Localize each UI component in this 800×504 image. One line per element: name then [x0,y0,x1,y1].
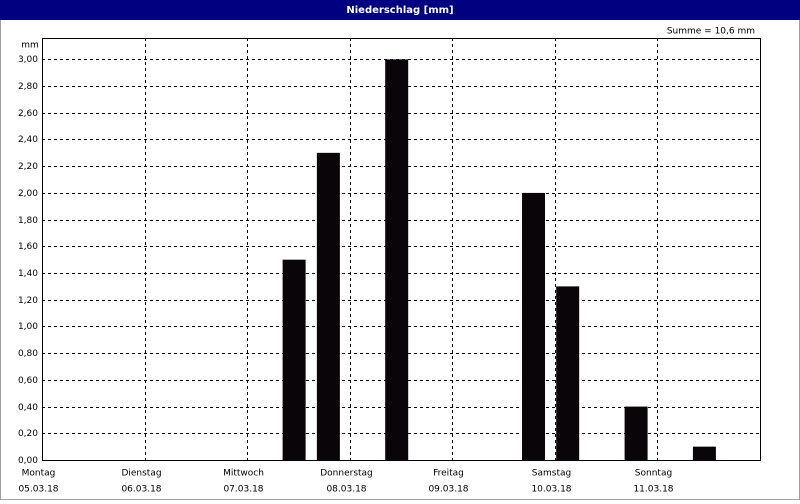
y-tick-label: 2,20 [18,162,38,172]
annotation: Summe = 10,6 mm [667,27,755,37]
x-tick-date: 06.03.18 [121,485,161,495]
y-tick-label: 0,20 [18,429,38,439]
x-tick-label: Donnerstag [320,469,373,479]
y-tick-label: 2,80 [18,82,38,92]
y-tick-label: 2,60 [18,109,38,119]
bar [385,59,409,460]
bar [522,192,546,461]
x-tick-label: Sonntag [635,469,672,479]
y-tick-label: 1,60 [18,242,38,252]
x-tick-label: Samstag [532,469,571,479]
x-tick-date: 10.03.18 [531,485,571,495]
x-tick-label: Dienstag [121,469,161,479]
bar [556,286,580,460]
y-axis-label: mm [21,41,39,51]
y-tick-label: 0,40 [18,403,38,413]
y-tick-label: 1,00 [18,322,38,332]
x-tick-date: 08.03.18 [326,485,366,495]
chart-title: Niederschlag [mm] [346,5,453,16]
y-tick-label: 3,00 [18,55,38,65]
y-tick-label: 1,20 [18,296,38,306]
bar [624,406,648,460]
y-tick-label: 0,80 [18,349,38,359]
bar [316,152,340,461]
x-tick-date: 11.03.18 [633,485,673,495]
x-tick-label: Mittwoch [223,469,264,479]
y-tick-label: 0,60 [18,376,38,386]
y-tick-label: 1,40 [18,269,38,279]
y-tick-label: 2,00 [18,189,38,199]
bar [692,446,716,460]
plot-frame [42,38,761,461]
bar [282,259,306,460]
x-tick-date: 09.03.18 [428,485,468,495]
x-tick-date: 07.03.18 [223,485,263,495]
x-tick-label: Freitag [433,469,464,479]
x-tick-label: Montag [22,469,56,479]
title-bar [0,0,800,20]
y-tick-label: 2,40 [18,135,38,145]
x-tick-date: 05.03.18 [18,485,58,495]
y-tick-label: 1,80 [18,216,38,226]
y-tick-label: 0,00 [18,456,38,466]
